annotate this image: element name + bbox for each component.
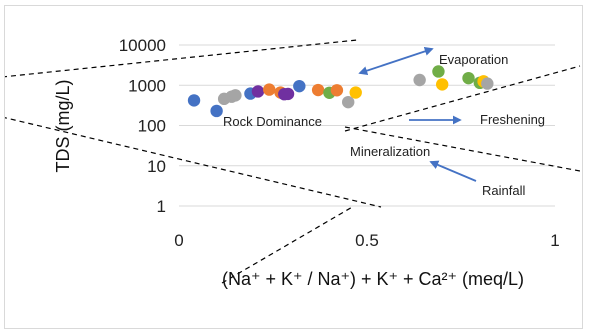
data-point: [187, 94, 201, 107]
rock-dominance-label: Rock Dominance: [223, 114, 322, 129]
data-point: [263, 83, 276, 96]
data-point: [413, 73, 426, 87]
y-axis-title: TDS (mg/L): [53, 79, 73, 172]
gibbs-scatter-plot: Evaporation Rock Dominance Freshening Mi…: [5, 36, 581, 289]
process-arrows: [358, 47, 477, 182]
boundary-line-lower-left-diagonal: [221, 205, 355, 284]
data-point: [330, 84, 344, 97]
data-point: [342, 95, 355, 109]
data-point: [481, 77, 494, 90]
x-axis-title: (Na⁺ + K⁺ / Na⁺) + K⁺ + Ca²⁺ (meq/L): [222, 269, 524, 289]
boundary-lines: [5, 39, 581, 284]
data-point: [349, 86, 362, 99]
data-point: [462, 71, 475, 85]
y-axis-ticks: 1 10 100 1000 10000: [119, 36, 166, 216]
freshening-label: Freshening: [480, 112, 545, 127]
boundary-line-upper-left: [5, 39, 358, 78]
x-tick-label: 0: [174, 231, 183, 250]
boundary-line-upper-right: [344, 65, 581, 132]
y-tick-label: 1: [157, 197, 166, 216]
boundary-line-lower-right: [344, 126, 581, 172]
annotations: Evaporation Rock Dominance Freshening Mi…: [223, 52, 545, 198]
data-point: [311, 83, 325, 97]
data-point: [210, 104, 223, 118]
y-tick-label: 1000: [128, 76, 166, 95]
y-tick-label: 10000: [119, 36, 166, 55]
y-tick-label: 100: [138, 117, 166, 136]
data-point: [293, 79, 306, 93]
x-axis-ticks: 0 0.5 1: [174, 231, 559, 250]
evaporation-label: Evaporation: [439, 52, 508, 67]
chart-area: Evaporation Rock Dominance Freshening Mi…: [4, 5, 583, 329]
evaporation-arrow: [358, 47, 434, 75]
data-point: [432, 65, 445, 78]
data-point: [229, 89, 242, 102]
mineralization-label: Mineralization: [350, 144, 430, 159]
data-point: [251, 85, 265, 98]
x-tick-label: 1: [550, 231, 559, 250]
boundary-line-lower-left: [5, 117, 382, 208]
data-point: [281, 87, 295, 101]
mineralization-arrow: [429, 160, 477, 182]
rainfall-label: Rainfall: [482, 183, 525, 198]
x-tick-label: 0.5: [355, 231, 379, 250]
y-tick-label: 10: [147, 157, 166, 176]
data-point: [436, 78, 449, 91]
data-points: [187, 65, 494, 118]
